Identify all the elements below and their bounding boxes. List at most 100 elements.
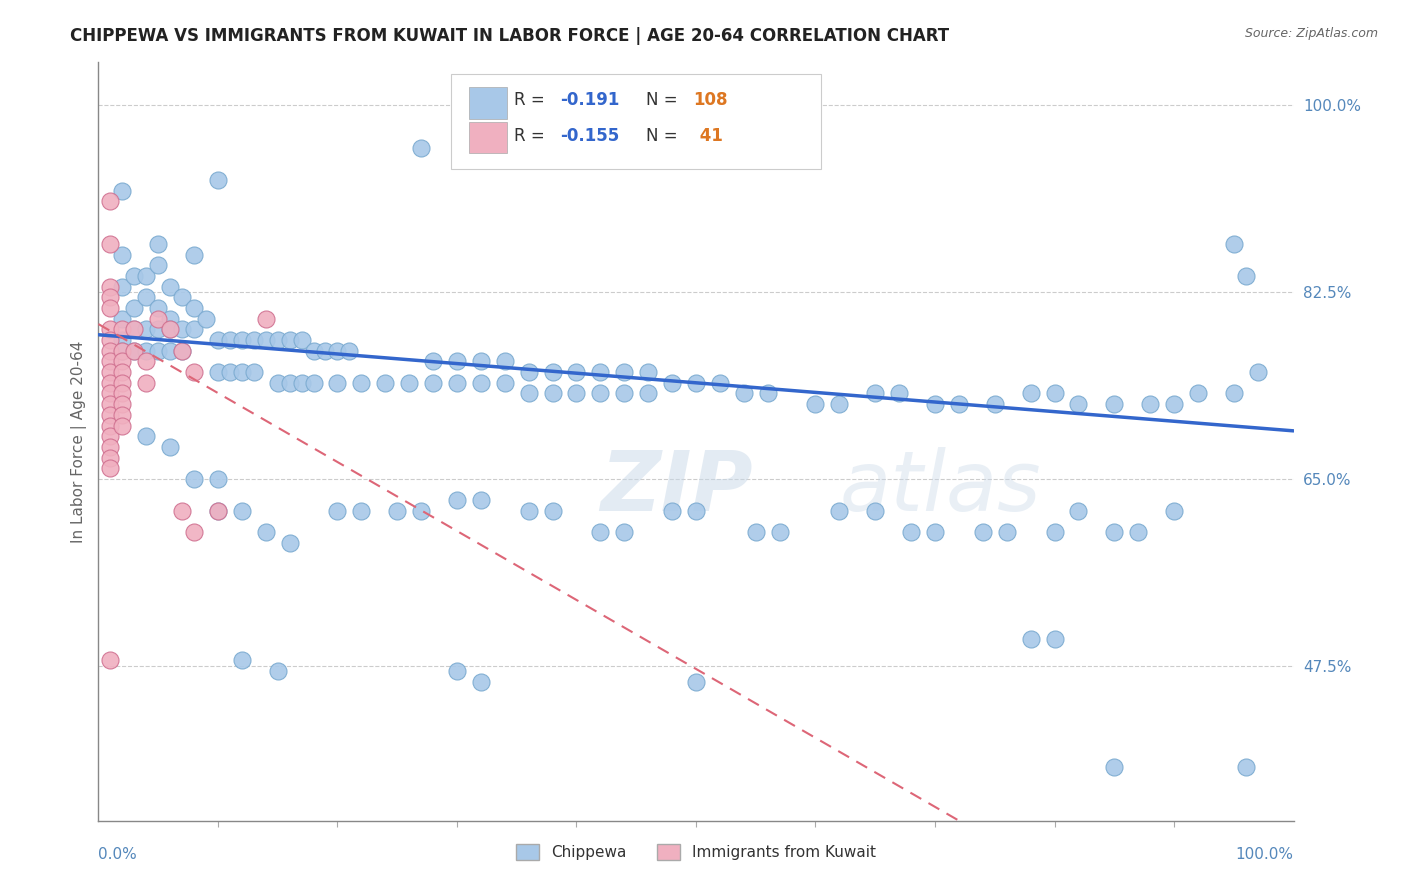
Point [243,333,266,347]
Point [756,386,779,401]
Point [685,674,707,689]
Point [1019,632,1042,646]
Point [733,386,755,401]
Point [135,376,157,390]
Point [385,504,409,518]
Point [804,397,827,411]
Point [924,397,946,411]
Point [900,525,922,540]
Point [1019,386,1042,401]
Point [98,386,122,401]
Point [1128,525,1150,540]
Point [267,664,290,678]
Point [111,408,134,422]
Point [398,376,420,390]
Point [446,493,468,508]
Point [411,141,433,155]
Point [267,333,290,347]
Point [98,322,122,336]
Point [111,397,134,411]
Point [661,376,683,390]
Point [98,461,122,475]
Point [350,504,373,518]
Point [231,504,253,518]
Point [231,365,253,379]
Point [613,365,636,379]
Point [1234,760,1257,774]
Text: R =: R = [515,91,550,109]
Point [278,333,301,347]
Point [148,322,170,336]
Point [183,247,205,261]
Point [1043,386,1066,401]
Point [98,194,122,209]
Point [1163,504,1185,518]
Point [446,354,468,368]
Point [111,322,134,336]
Point [219,333,242,347]
Text: atlas: atlas [839,447,1040,527]
Point [339,343,361,358]
Point [183,472,205,486]
Point [148,311,170,326]
Text: N =: N = [645,127,683,145]
Point [98,429,122,443]
Point [98,290,122,304]
Text: Source: ZipAtlas.com: Source: ZipAtlas.com [1244,27,1378,40]
Text: 100.0%: 100.0% [1236,847,1294,863]
Y-axis label: In Labor Force | Age 20-64: In Labor Force | Age 20-64 [72,341,87,542]
Point [889,386,911,401]
Point [326,343,349,358]
Point [159,279,181,293]
Point [768,525,790,540]
Point [98,343,122,358]
Point [159,322,181,336]
Point [565,365,588,379]
Point [637,386,659,401]
Point [98,450,122,465]
Point [517,504,540,518]
Point [948,397,970,411]
Point [231,653,253,667]
Point [98,333,122,347]
Point [207,472,229,486]
Point [685,376,707,390]
Point [565,386,588,401]
Point [207,365,229,379]
Point [172,504,194,518]
Point [98,397,122,411]
Point [124,268,146,283]
Text: N =: N = [645,91,683,109]
Point [1104,525,1126,540]
Point [470,354,492,368]
Point [111,354,134,368]
Point [124,343,146,358]
Point [183,322,205,336]
Point [446,376,468,390]
Point [422,354,444,368]
Point [148,343,170,358]
Point [172,322,194,336]
Point [98,365,122,379]
Point [995,525,1018,540]
Point [302,376,325,390]
Point [745,525,768,540]
Point [291,333,314,347]
Point [1139,397,1161,411]
Point [98,376,122,390]
Text: -0.155: -0.155 [560,127,619,145]
Point [148,301,170,315]
Point [326,504,349,518]
Point [589,386,612,401]
Point [1223,237,1246,252]
Point [124,301,146,315]
Point [291,376,314,390]
Point [98,279,122,293]
FancyBboxPatch shape [470,121,508,153]
Point [207,173,229,187]
Point [111,247,134,261]
Point [195,311,218,326]
Point [1104,760,1126,774]
Point [111,376,134,390]
Point [541,504,564,518]
